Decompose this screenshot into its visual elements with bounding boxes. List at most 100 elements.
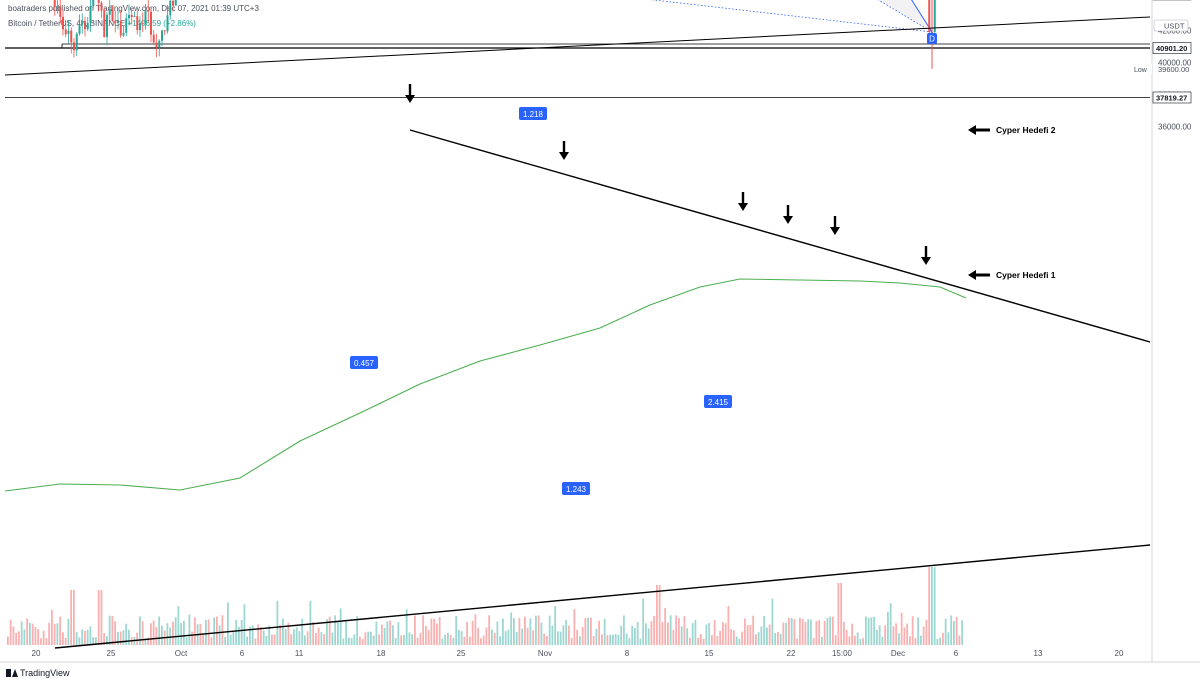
volume-bar bbox=[515, 631, 518, 645]
volume-bar bbox=[218, 625, 221, 645]
volume-bar bbox=[353, 634, 356, 645]
candle-body bbox=[97, 0, 100, 3]
ratio-label: 2.415 bbox=[708, 398, 729, 407]
volume-bar bbox=[540, 622, 543, 645]
ma-line bbox=[4, 278, 967, 492]
volume-bar bbox=[793, 619, 796, 645]
candle-body bbox=[59, 6, 62, 17]
volume-bar bbox=[697, 637, 700, 645]
volume-bar bbox=[568, 625, 570, 645]
volume-bar bbox=[273, 634, 276, 645]
volume-bar bbox=[859, 638, 862, 645]
volume-bar bbox=[194, 617, 196, 645]
volume-bar bbox=[139, 616, 141, 645]
volume-bar bbox=[884, 625, 887, 645]
volume-bar bbox=[554, 606, 557, 645]
candle-body bbox=[56, 6, 59, 8]
volume-bar bbox=[631, 625, 634, 645]
volume-bar bbox=[746, 625, 749, 645]
volume-bar bbox=[944, 618, 947, 645]
volume-bar bbox=[251, 625, 254, 645]
volume-bar bbox=[722, 622, 724, 645]
target-arrow-head bbox=[968, 270, 976, 280]
volume-bar bbox=[306, 631, 309, 645]
volume-bar bbox=[958, 635, 961, 645]
volume-bar bbox=[812, 638, 815, 645]
volume-bar bbox=[804, 621, 807, 645]
volume-bar bbox=[719, 630, 722, 645]
time-tick-label: Nov bbox=[538, 649, 552, 658]
volume-bar bbox=[920, 635, 922, 645]
volume-bar bbox=[606, 635, 609, 645]
volume-bar bbox=[796, 638, 799, 645]
volume-bar bbox=[42, 630, 45, 645]
volume-bar bbox=[862, 638, 865, 645]
volume-bar bbox=[922, 626, 925, 645]
volume-bar bbox=[598, 621, 601, 645]
volume-bar bbox=[400, 635, 403, 645]
volume-bar bbox=[639, 638, 642, 645]
volume-bar bbox=[705, 624, 708, 645]
volume-bar bbox=[807, 619, 810, 645]
volume-bar bbox=[573, 609, 576, 645]
volume-bar bbox=[658, 585, 661, 645]
volume-bar bbox=[411, 634, 414, 645]
pattern-ratio-line bbox=[650, 0, 933, 33]
volume-bar bbox=[521, 628, 524, 645]
volume-bar bbox=[73, 590, 75, 645]
volume-bar bbox=[452, 637, 455, 645]
pattern-fill-bcd bbox=[878, 0, 932, 32]
volume-bar bbox=[262, 630, 265, 645]
candle-body bbox=[86, 22, 89, 30]
low-label: Low bbox=[1134, 67, 1148, 74]
volume-bar bbox=[383, 628, 386, 645]
volume-bar bbox=[97, 590, 100, 645]
price-tick-label: 36000.00 bbox=[1158, 123, 1192, 132]
volume-bar bbox=[177, 606, 180, 645]
volume-bar bbox=[174, 617, 177, 645]
level-price-box bbox=[1152, 42, 1192, 54]
volume-bar bbox=[510, 612, 513, 645]
volume-bar bbox=[543, 633, 546, 645]
volume-bar bbox=[84, 630, 86, 645]
volume-bar bbox=[829, 616, 832, 645]
volume-bar bbox=[89, 626, 92, 645]
volume-bar bbox=[870, 617, 873, 645]
candle-body bbox=[928, 0, 931, 32]
level-price-label: 37819.27 bbox=[1156, 93, 1187, 102]
volume-bar bbox=[551, 625, 554, 645]
volume-bar bbox=[771, 598, 774, 645]
volume-bar bbox=[779, 633, 782, 645]
volume-bar bbox=[276, 600, 279, 645]
volume-bar bbox=[548, 615, 551, 645]
volume-bar bbox=[15, 632, 18, 645]
volume-bar bbox=[449, 634, 452, 645]
volume-bar bbox=[892, 626, 895, 645]
candle-body bbox=[92, 0, 95, 6]
volume-bar bbox=[26, 618, 29, 645]
volume-bar bbox=[312, 621, 315, 645]
volume-bar bbox=[537, 615, 540, 645]
time-tick-label: Oct bbox=[175, 649, 188, 658]
volume-bar bbox=[414, 615, 416, 645]
volume-bar bbox=[381, 624, 383, 645]
volume-bar bbox=[70, 590, 73, 645]
ratio-label: 1.218 bbox=[523, 110, 544, 119]
volume-bar bbox=[694, 619, 697, 645]
volume-bar bbox=[763, 616, 766, 645]
volume-bar bbox=[898, 633, 900, 645]
volume-bar bbox=[20, 621, 23, 645]
volume-bar bbox=[375, 621, 378, 645]
volume-bar bbox=[482, 635, 485, 645]
volume-bar bbox=[744, 618, 746, 645]
volume-bar bbox=[601, 634, 603, 645]
volume-bar bbox=[939, 637, 942, 645]
candle-body bbox=[108, 9, 111, 15]
volume-bar bbox=[810, 619, 812, 645]
volume-bar bbox=[683, 616, 686, 645]
volume-bar bbox=[675, 615, 678, 645]
candle-body bbox=[169, 0, 172, 16]
volume-bar bbox=[64, 637, 67, 645]
candle-body bbox=[125, 18, 128, 33]
